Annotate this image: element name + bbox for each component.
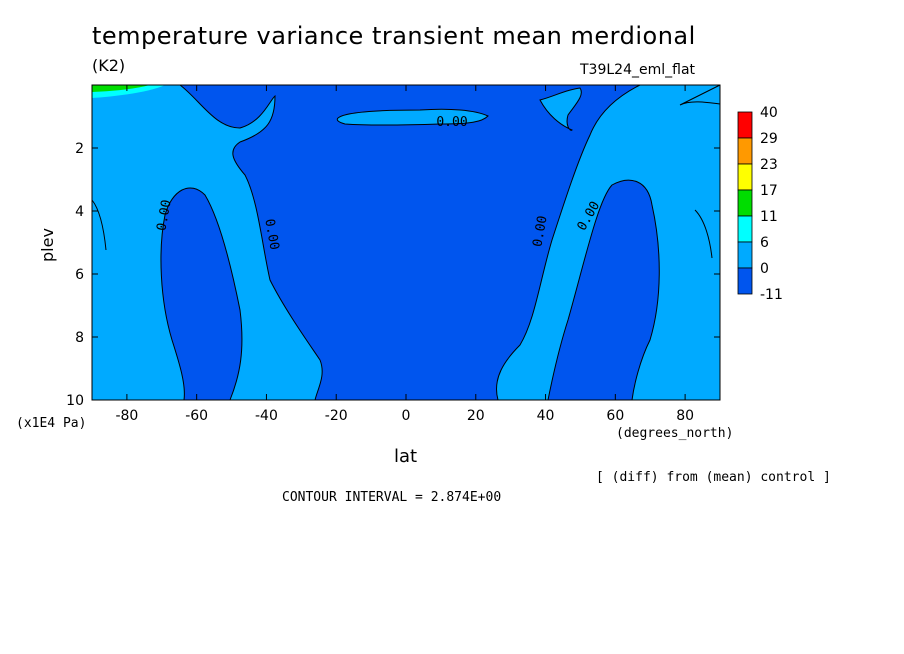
colorbar-label: 17 xyxy=(760,183,778,199)
x-tick-label: 60 xyxy=(606,408,624,424)
diff-note: [ (diff) from (mean) control ] xyxy=(596,470,831,485)
colorbar-label: 40 xyxy=(760,105,778,121)
colorbar-label: 11 xyxy=(760,209,778,225)
positive-region xyxy=(337,109,488,126)
colorbar-swatch xyxy=(737,189,753,217)
x-tick-label: -40 xyxy=(255,408,278,424)
contour-label: 0.00 xyxy=(154,199,174,232)
chart-title: temperature variance transient mean merd… xyxy=(92,22,696,50)
colorbar-swatch xyxy=(737,241,753,269)
y-tick-label: 2 xyxy=(75,141,84,157)
x-tick-label: 80 xyxy=(676,408,694,424)
colorbar-label: 23 xyxy=(760,157,778,173)
positive-region xyxy=(92,85,323,400)
contour-label: 0.00 xyxy=(530,215,550,248)
chart-units: (K2) xyxy=(92,56,126,75)
y-axis-units: (x1E4 Pa) xyxy=(16,416,87,431)
x-tick-label: -80 xyxy=(115,408,138,424)
x-tick-label: -20 xyxy=(325,408,348,424)
positive-region xyxy=(496,85,720,400)
contour-line xyxy=(679,84,721,106)
colorbar-label: -11 xyxy=(760,287,783,303)
positive-region xyxy=(540,88,582,131)
contour-label: 0.00 xyxy=(261,218,281,251)
x-tick-label: 20 xyxy=(467,408,485,424)
contour-line xyxy=(496,84,721,401)
x-tick-label: -60 xyxy=(185,408,208,424)
colorbar-swatch xyxy=(737,111,753,139)
colorbar-label: 29 xyxy=(760,131,778,147)
contour-line xyxy=(91,84,323,401)
colorbar-swatch xyxy=(737,215,753,243)
x-tick-label: 40 xyxy=(537,408,555,424)
x-axis-label: lat xyxy=(394,446,418,467)
contour-interval: CONTOUR INTERVAL = 2.874E+00 xyxy=(282,490,502,505)
colorbar-swatch xyxy=(737,163,753,191)
y-tick-label: 6 xyxy=(75,267,84,283)
y-tick-label: 4 xyxy=(75,204,84,220)
contour-line xyxy=(694,209,713,259)
colorbar-label: 6 xyxy=(760,235,769,251)
x-axis-units: (degrees_north) xyxy=(616,426,734,441)
colorbar-swatch xyxy=(737,137,753,165)
colorbar-label: 0 xyxy=(760,261,769,277)
contour-line xyxy=(336,108,489,126)
y-tick-label: 8 xyxy=(75,330,84,346)
contour-line xyxy=(539,87,582,131)
y-tick-label: 10 xyxy=(66,393,84,409)
contour-label: 0.00 xyxy=(436,115,467,130)
contour-line xyxy=(91,199,107,251)
model-label: T39L24_eml_flat xyxy=(580,62,696,78)
x-tick-label: 0 xyxy=(402,408,411,424)
colorbar-swatch xyxy=(737,267,753,295)
high-value-region xyxy=(92,85,150,92)
